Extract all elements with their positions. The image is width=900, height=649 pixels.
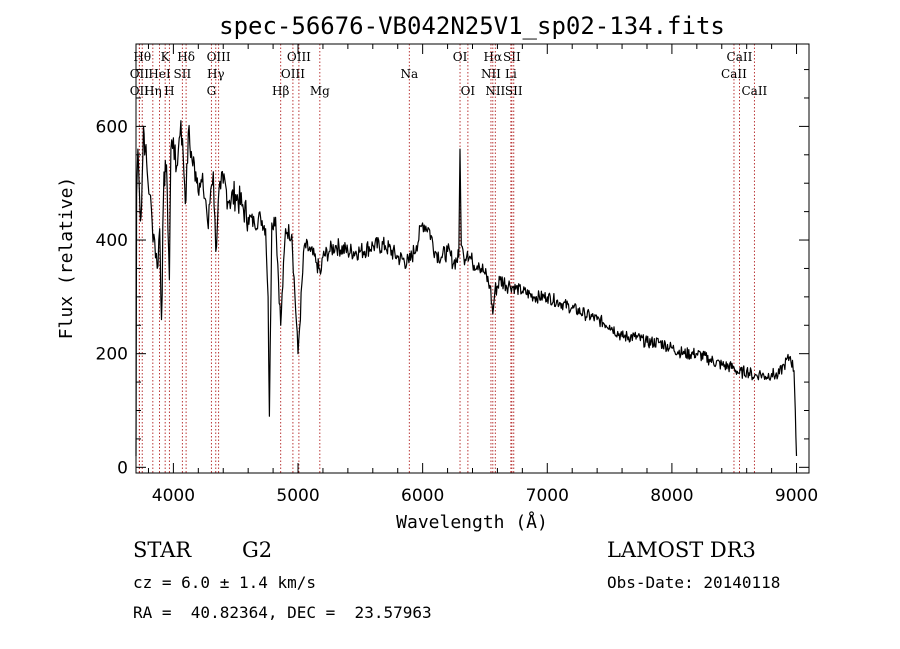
spectral-line-label: Hα xyxy=(484,50,503,64)
spectral-line-label: OIII xyxy=(281,67,305,81)
spectral-line-label: SII xyxy=(505,84,523,98)
spectral-line-label: OIII xyxy=(287,50,311,64)
spectral-line-label: CaII xyxy=(741,84,767,98)
spectral-line-label: K xyxy=(161,50,171,64)
spectral-line-label: Li xyxy=(505,67,517,81)
object-class: STAR xyxy=(133,538,192,562)
x-tick-label: 4000 xyxy=(152,486,195,506)
spectral-line-label: CaII xyxy=(721,67,747,81)
spectral-line-label: OII xyxy=(130,67,150,81)
spectral-line-label: Na xyxy=(400,67,418,81)
x-tick-label: 5000 xyxy=(276,486,319,506)
chart-title: spec-56676-VB042N25V1_sp02-134.fits xyxy=(219,12,725,40)
spectral-line-label: Mg xyxy=(310,84,330,98)
spectral-line-label: G xyxy=(207,84,217,98)
obs-date-text: Obs-Date: 20140118 xyxy=(607,573,781,592)
y-tick-label: 200 xyxy=(96,345,128,365)
spectral-line-label: NII xyxy=(485,84,505,98)
spectral-line-label: OI xyxy=(461,84,476,98)
spectral-line-label: Hβ xyxy=(272,84,289,98)
y-tick-label: 0 xyxy=(117,458,128,478)
x-tick-label: 9000 xyxy=(775,486,818,506)
spectral-line-label: OI xyxy=(453,50,468,64)
y-tick-label: 600 xyxy=(96,117,128,137)
y-axis-label: Flux (relative) xyxy=(56,177,77,340)
x-tick-label: 7000 xyxy=(526,486,569,506)
spectral-line-label: OII xyxy=(130,84,150,98)
x-tick-label: 8000 xyxy=(650,486,693,506)
spectral-line-label: HeI xyxy=(148,67,171,81)
object-subclass: G2 xyxy=(242,538,273,562)
spectral-line-label: Hθ xyxy=(133,50,151,64)
spectral-line-label: Hδ xyxy=(177,50,195,64)
spectral-line-label: OIII xyxy=(207,50,231,64)
spectral-line-label: SII xyxy=(174,67,192,81)
spectral-line-label: NII xyxy=(481,67,501,81)
spectral-line-label: SII xyxy=(503,50,521,64)
x-axis-label: Wavelength (Å) xyxy=(396,511,548,533)
spectrum-series-line xyxy=(135,120,798,457)
spectral-line-label: Hη xyxy=(144,84,162,98)
spectral-line-label: Hγ xyxy=(207,67,225,81)
spectral-line-label: CaII xyxy=(727,50,753,64)
x-tick-label: 6000 xyxy=(401,486,444,506)
redshift-text: cz = 6.0 ± 1.4 km/s xyxy=(133,573,317,592)
y-tick-label: 400 xyxy=(96,231,128,251)
survey-name: LAMOST DR3 xyxy=(607,538,756,562)
coordinates-text: RA = 40.82364, DEC = 23.57963 xyxy=(133,603,432,622)
spectral-line-label: H xyxy=(164,84,174,98)
axes-layer: 4000 5000 6000 7000 8000 9000 0 200 400 600 xyxy=(96,44,818,506)
